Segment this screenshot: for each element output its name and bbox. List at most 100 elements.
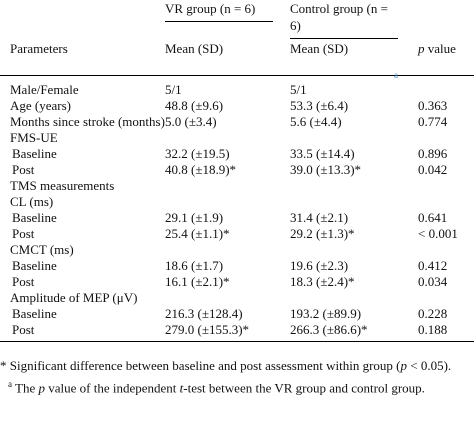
header-cell: VR group (n = 6) xyxy=(165,0,273,22)
cell: 5.6 (±4.4) xyxy=(290,113,342,129)
cell: 40.8 (±18.9)* xyxy=(165,161,237,177)
footnote-text: value of the independent xyxy=(44,380,180,396)
cell xyxy=(290,194,418,210)
cell: 0.228 xyxy=(418,305,448,321)
cell: 31.4 (±2.1) xyxy=(290,209,349,225)
row-label: CMCT (ms) xyxy=(10,241,74,257)
cell xyxy=(418,194,474,210)
table-row: TMS measurements xyxy=(0,178,474,194)
table-row: Age (years) 48.8 (±9.6) 53.3 (±6.4) 0.363 xyxy=(0,98,474,114)
cell: 0.896 xyxy=(418,145,448,161)
cell: 5/1 xyxy=(165,81,182,97)
cell: 39.0 (±13.3)* xyxy=(290,161,362,177)
header-text: value xyxy=(424,41,456,56)
footnote: * Significant difference between baselin… xyxy=(0,358,474,374)
header-cell: Control group (n = 6) xyxy=(290,0,398,39)
header-cell: p value a xyxy=(394,39,474,80)
cell: 53.3 (±6.4) xyxy=(290,97,349,113)
table-row: CL (ms) xyxy=(0,194,474,210)
cell: 0.641 xyxy=(418,209,448,225)
cell: 25.4 (±1.1)* xyxy=(165,225,230,241)
cell: 5.0 (±3.4) xyxy=(165,113,217,129)
cell xyxy=(418,242,474,258)
cell xyxy=(290,178,418,194)
cell: 0.412 xyxy=(418,257,448,273)
cell: 48.8 (±9.6) xyxy=(165,97,224,113)
table-row: Post 16.1 (±2.1)* 18.3 (±2.4)* 0.034 xyxy=(0,274,474,290)
table-row: Male/Female 5/1 5/1 xyxy=(0,75,474,98)
cell xyxy=(165,130,290,146)
cell: 16.1 (±2.1)* xyxy=(165,273,230,289)
table-row: Post 279.0 (±155.3)* 266.3 (±86.6)* 0.188 xyxy=(0,322,474,342)
cell xyxy=(165,194,290,210)
cell xyxy=(418,130,474,146)
footnote-text: < 0.05). xyxy=(407,358,452,373)
row-label: Male/Female xyxy=(10,81,79,97)
table-row: Months since stroke (months) 5.0 (±3.4) 5.… xyxy=(0,114,474,130)
row-label: Amplitude of MEP (μV) xyxy=(10,289,138,305)
footnote-text: The xyxy=(12,380,39,396)
cell: 18.6 (±1.7) xyxy=(165,257,224,273)
cell: 32.2 (±19.5) xyxy=(165,145,230,161)
footnote-text: t xyxy=(179,380,184,396)
cell: 29.2 (±1.3)* xyxy=(290,225,355,241)
cell: 18.3 (±2.4)* xyxy=(290,273,355,289)
row-label: Baseline xyxy=(12,145,57,161)
header-cell: Mean (SD) xyxy=(290,41,349,56)
cell: < 0.001 xyxy=(418,225,458,241)
cell: 0.034 xyxy=(418,273,448,289)
footnote-text: p xyxy=(38,380,45,396)
cell: 29.1 (±1.9) xyxy=(165,209,224,225)
row-label: Baseline xyxy=(12,209,57,225)
table-row: Amplitude of MEP (μV) xyxy=(0,290,474,306)
cell xyxy=(290,130,418,146)
row-label: Age (years) xyxy=(10,97,71,113)
cell xyxy=(165,242,290,258)
footnotes: * Significant difference between baselin… xyxy=(0,358,474,396)
cell xyxy=(418,290,474,306)
row-label: CL (ms) xyxy=(10,193,54,209)
cell: 279.0 (±155.3)* xyxy=(165,321,250,337)
row-label: Baseline xyxy=(12,305,57,321)
table: VR group (n = 6) Control group (n = 6) P… xyxy=(0,0,474,341)
header-text: p xyxy=(418,41,425,56)
footnote-text: -test between the VR group and control g… xyxy=(183,380,425,396)
cell xyxy=(165,178,290,194)
footnote-text: p xyxy=(400,358,408,373)
table-row: Post 25.4 (±1.1)* 29.2 (±1.3)* < 0.001 xyxy=(0,226,474,242)
table-row: Baseline 29.1 (±1.9) 31.4 (±2.1) 0.641 xyxy=(0,210,474,226)
table-row: Baseline 216.3 (±128.4) 193.2 (±89.9) 0.228 xyxy=(0,306,474,322)
cell xyxy=(418,178,474,194)
footnote-marker: a xyxy=(394,70,398,80)
row-label: TMS measurements xyxy=(10,177,115,193)
cell: 5/1 xyxy=(290,81,307,97)
header-cell: Parameters xyxy=(10,41,68,56)
row-label: Post xyxy=(12,321,35,337)
cell xyxy=(165,290,290,306)
table-row: Baseline 32.2 (±19.5) 33.5 (±14.4) 0.896 xyxy=(0,146,474,162)
header-cell: Mean (SD) xyxy=(165,41,224,56)
row-label: Post xyxy=(12,225,35,241)
cell: 216.3 (±128.4) xyxy=(165,305,243,321)
row-label: Months since stroke (months) xyxy=(10,113,165,129)
cell: 0.363 xyxy=(418,97,448,113)
cell: 193.2 (±89.9) xyxy=(290,305,362,321)
footnote-text: * Significant difference between baselin… xyxy=(0,358,401,373)
row-label: Post xyxy=(12,161,35,177)
cell: 0.188 xyxy=(418,321,448,337)
table-row: Post 40.8 (±18.9)* 39.0 (±13.3)* 0.042 xyxy=(0,162,474,178)
table-body: Male/Female 5/1 5/1 Age (years) 48.8 (±9.6) 5… xyxy=(0,75,474,341)
cell: 0.774 xyxy=(418,113,448,129)
cell xyxy=(290,290,418,306)
cell xyxy=(418,75,474,98)
cell: 19.6 (±2.3) xyxy=(290,257,349,273)
footnote-text: a xyxy=(8,379,12,389)
row-label: Post xyxy=(12,273,35,289)
table-row: CMCT (ms) xyxy=(0,242,474,258)
table-row: FMS-UE xyxy=(0,130,474,146)
row-label: Baseline xyxy=(12,257,57,273)
cell: 33.5 (±14.4) xyxy=(290,145,355,161)
cell: 266.3 (±86.6)* xyxy=(290,321,368,337)
row-label: FMS-UE xyxy=(10,129,58,145)
